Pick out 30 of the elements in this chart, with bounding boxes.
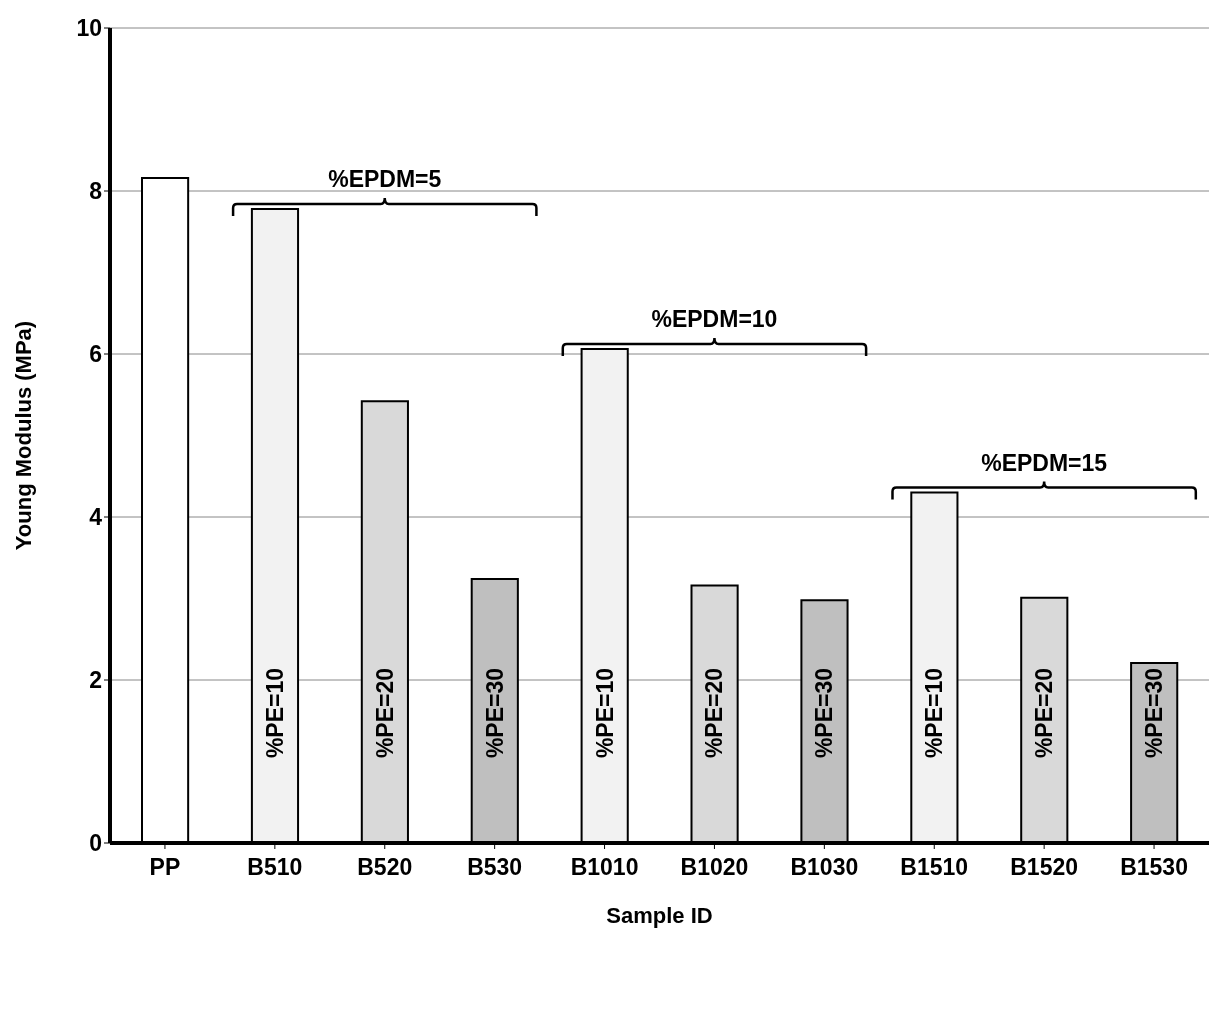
x-tick-label: B1030 — [790, 854, 859, 881]
annotation: %PE=30 — [811, 667, 838, 759]
annotation: %PE=20 — [371, 667, 398, 759]
annotation: %PE=20 — [1031, 667, 1058, 759]
x-tick-label: PP — [149, 854, 181, 881]
x-tick-label: B1010 — [570, 854, 639, 881]
y-tick-label: 0 — [89, 830, 102, 857]
y-tick-label: 8 — [89, 178, 103, 205]
y-tick-label: 10 — [76, 15, 102, 42]
annotation: %EPDM=10 — [651, 306, 778, 333]
x-axis-title: Sample ID — [606, 903, 713, 928]
x-tick-label: B510 — [247, 854, 303, 881]
x-tick-label: B1530 — [1120, 854, 1188, 881]
y-axis-title: Young Modulus (MPa) — [10, 320, 36, 551]
x-tick-label: B1520 — [1010, 854, 1079, 881]
x-tick-label: B1510 — [900, 854, 969, 881]
x-tick-label: B1020 — [680, 854, 749, 881]
annotation: %PE=30 — [1141, 667, 1168, 759]
annotation: %PE=20 — [701, 667, 728, 759]
annotation: %PE=10 — [921, 667, 948, 759]
annotation: %PE=10 — [591, 667, 618, 759]
annotation: %EPDM=5 — [328, 165, 442, 192]
annotation: %PE=30 — [481, 667, 508, 759]
y-tick-label: 6 — [89, 341, 102, 368]
x-tick-label: B530 — [467, 854, 523, 881]
x-tick-label: B520 — [357, 854, 413, 881]
y-tick-label: 2 — [89, 667, 102, 694]
annotation: %PE=10 — [261, 667, 288, 759]
annotation: %EPDM=15 — [981, 449, 1108, 476]
y-tick-label: 4 — [89, 504, 103, 531]
